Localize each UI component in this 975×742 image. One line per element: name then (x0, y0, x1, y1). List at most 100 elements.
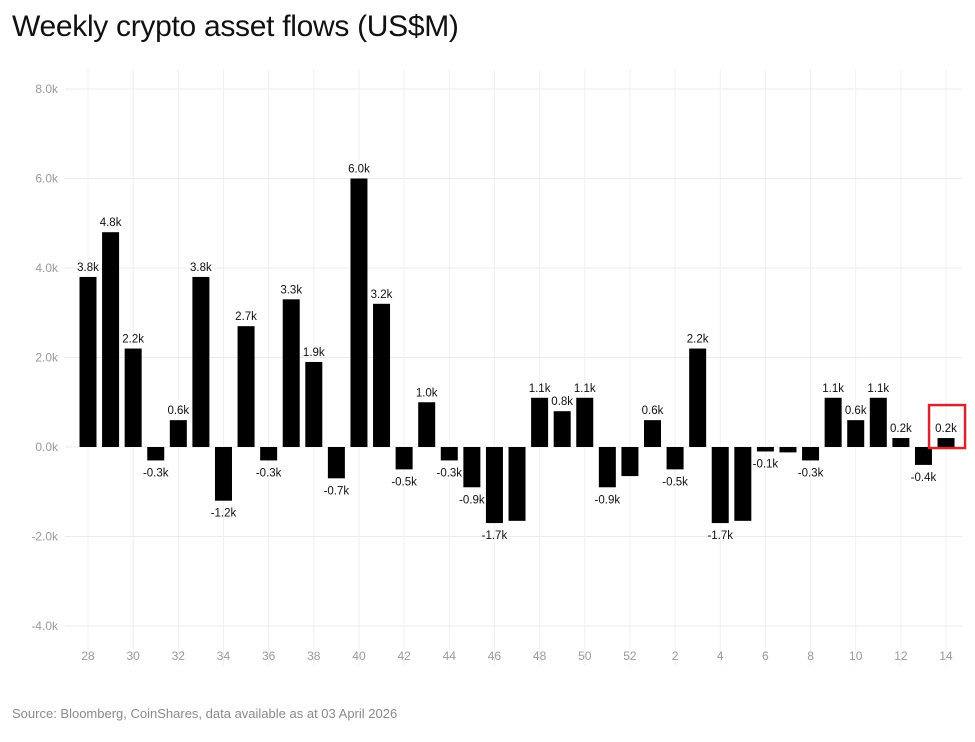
bar-week-13 (914, 447, 932, 465)
data-label: 2.2k (687, 334, 709, 346)
x-tick-label: 52 (623, 649, 637, 663)
bar-week-37 (282, 299, 300, 447)
x-tick-label: 32 (172, 649, 186, 663)
bar-week-48 (531, 397, 549, 447)
bar-week-52 (621, 447, 639, 477)
x-tick-label: 38 (307, 649, 321, 663)
bar-week-44 (440, 447, 458, 461)
x-tick-label: 42 (397, 649, 411, 663)
data-label: -0.3k (256, 467, 282, 479)
data-label: -0.9k (459, 494, 485, 506)
bar-week-14 (937, 438, 955, 447)
x-tick-label: 46 (488, 649, 502, 663)
bar-week-8 (802, 447, 820, 461)
x-tick-label: 12 (894, 649, 908, 663)
bar-week-1 (644, 420, 661, 447)
x-tick-label: 14 (939, 649, 953, 663)
data-label: 0.6k (167, 405, 189, 417)
x-tick-label: 50 (578, 649, 592, 663)
data-label: 1.1k (574, 383, 596, 395)
y-tick-label: 0.0k (35, 440, 59, 454)
x-tick-label: 10 (849, 649, 863, 663)
x-tick-label: 8 (807, 649, 814, 663)
data-label: 0.2k (935, 423, 957, 435)
data-label: 6.0k (348, 164, 370, 176)
bar-week-32 (169, 420, 187, 447)
bar-week-38 (305, 361, 323, 447)
data-label: 4.8k (100, 217, 122, 229)
y-tick-label: -4.0k (31, 619, 59, 633)
data-label: 1.1k (822, 383, 844, 395)
x-tick-label: 40 (352, 649, 366, 663)
bar-week-4 (711, 447, 729, 524)
bar-week-5 (734, 447, 752, 521)
data-label: -1.7k (707, 530, 733, 542)
data-label: -0.9k (595, 494, 621, 506)
bar-week-41 (373, 303, 391, 447)
data-label: 0.8k (551, 396, 573, 408)
x-tick-label: 6 (762, 649, 769, 663)
x-tick-label: 28 (81, 649, 95, 663)
bar-week-28 (79, 276, 97, 447)
bar-week-12 (892, 438, 910, 447)
data-label: -0.4k (911, 472, 937, 484)
data-label: 2.2k (122, 334, 144, 346)
bar-week-47 (508, 447, 526, 521)
bar-week-36 (260, 447, 278, 461)
data-label: 3.2k (371, 289, 393, 301)
y-tick-label: 2.0k (35, 351, 59, 365)
bar-week-42 (395, 447, 413, 470)
bar-week-6 (756, 447, 774, 452)
y-tick-label: 6.0k (35, 172, 59, 186)
bar-week-33 (192, 276, 210, 447)
bar-week-35 (237, 326, 255, 447)
bar-week-3 (689, 348, 707, 447)
data-label: -0.3k (798, 467, 824, 479)
data-label: 1.1k (867, 383, 889, 395)
data-label: -0.5k (391, 476, 417, 488)
data-label: -1.7k (482, 530, 508, 542)
data-label: 0.6k (642, 405, 664, 417)
bar-week-30 (124, 348, 142, 447)
bar-week-7 (779, 447, 797, 453)
data-label: 0.6k (845, 405, 867, 417)
data-label: 3.3k (280, 284, 302, 296)
data-label: 1.1k (529, 383, 551, 395)
bar-week-40 (350, 178, 368, 447)
x-tick-label: 34 (217, 649, 231, 663)
bar-week-51 (598, 447, 616, 488)
data-label: 0.2k (890, 423, 912, 435)
bar-week-46 (485, 447, 503, 524)
source-note: Source: Bloomberg, CoinShares, data avai… (12, 706, 398, 721)
bar-week-10 (847, 420, 865, 447)
bar-week-43 (418, 402, 436, 447)
bar-week-50 (576, 397, 594, 447)
x-tick-label: 30 (126, 649, 140, 663)
bar-week-31 (147, 447, 165, 461)
x-tick-label: 36 (262, 649, 276, 663)
data-label: -0.7k (324, 485, 350, 497)
highlight-box (927, 403, 967, 450)
data-label: -0.3k (436, 467, 462, 479)
y-tick-label: -2.0k (31, 530, 59, 544)
data-label: 2.7k (235, 311, 257, 323)
bar-week-29 (102, 232, 120, 447)
x-tick-label: 2 (672, 649, 679, 663)
bar-week-2 (666, 447, 684, 470)
y-tick-label: 8.0k (35, 82, 59, 96)
x-tick-label: 44 (443, 649, 457, 663)
x-tick-label: 4 (717, 649, 724, 663)
bar-week-49 (553, 411, 571, 447)
data-label: -0.3k (143, 467, 169, 479)
chart-title: Weekly crypto asset flows (US$M) (12, 10, 459, 43)
x-tick-label: 48 (533, 649, 547, 663)
bar-week-9 (824, 397, 842, 447)
bar-week-45 (463, 447, 481, 488)
data-label: 1.0k (416, 387, 438, 399)
data-label: -1.2k (211, 508, 237, 520)
bar-week-39 (327, 447, 345, 479)
data-label: 3.8k (77, 262, 99, 274)
data-label: -0.1k (753, 458, 779, 470)
bar-week-11 (869, 397, 887, 447)
